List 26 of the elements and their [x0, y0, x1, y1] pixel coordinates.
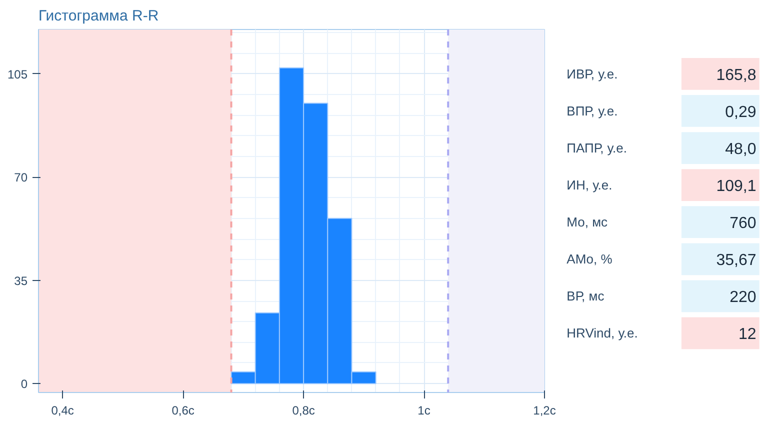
data-label: 220: [730, 289, 756, 306]
category-label: ПАПР, у.е.: [566, 140, 627, 156]
category-label: ВПР, у.е.: [566, 103, 618, 118]
x-tick-label: 0,4с: [51, 404, 74, 418]
category-label: ИВР, у.е.: [566, 66, 618, 82]
x-tick-label: 0,8с: [292, 404, 315, 418]
x-tick-label: 1с: [418, 404, 430, 418]
data-label: 35,67: [716, 252, 756, 270]
data-label: 0,29: [725, 104, 756, 121]
chart-title: Гистограмма R-R: [38, 8, 159, 24]
x-tick-label: 0,6с: [172, 404, 194, 418]
y-tick-label: 105: [7, 67, 28, 82]
y-tick-label: 70: [14, 170, 28, 185]
data-label: 48,0: [725, 141, 756, 158]
category-label: АМо, %: [566, 252, 613, 267]
data-label: 109,1: [716, 178, 756, 196]
category-label: Мо, мс: [566, 214, 608, 230]
y-tick-label: 0: [20, 377, 28, 392]
category-label: ИН, у.е.: [566, 178, 612, 193]
x-tick-label: 1,2с: [533, 404, 556, 418]
category-label: ВР, мс: [566, 288, 605, 304]
data-label: 760: [730, 215, 756, 232]
data-label: 12: [738, 326, 756, 344]
data-label: 165,8: [716, 66, 756, 84]
y-tick-label: 35: [14, 274, 28, 288]
category-label: HRVind, у.е.: [566, 326, 638, 341]
